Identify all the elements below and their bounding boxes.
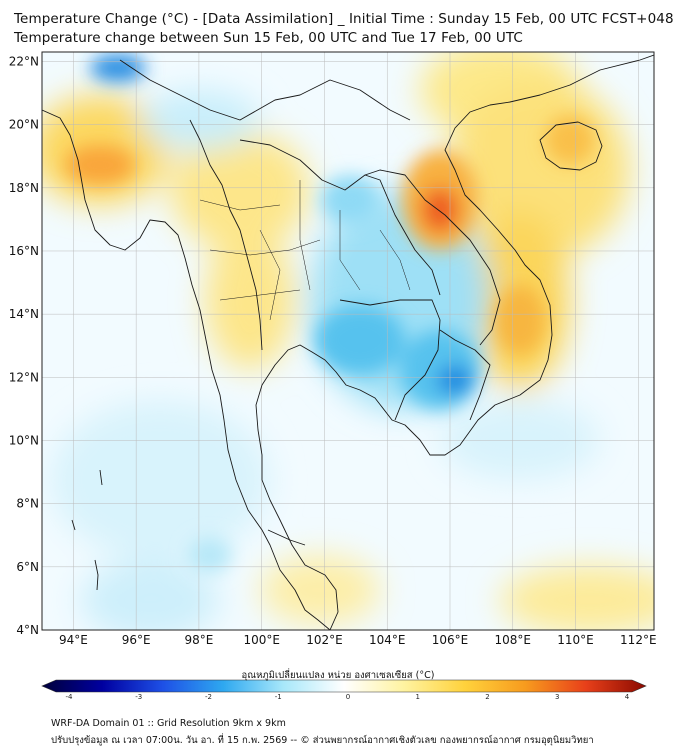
- colorbar-tick-label: -2: [205, 693, 212, 700]
- lon-label: 104°E: [369, 633, 406, 647]
- border-laos-vietnam: [364, 169, 501, 346]
- colorbar-tick-label: 1: [416, 693, 420, 700]
- border-thai-malaysia: [267, 529, 306, 546]
- coastlines-and-borders: [42, 54, 654, 630]
- temperature-field: [42, 52, 654, 630]
- lon-label: 110°E: [557, 633, 594, 647]
- footer-domain-info: WRF-DA Domain 01 :: Grid Resolution 9km …: [51, 718, 286, 729]
- lon-label: 94°E: [59, 633, 88, 647]
- lat-label: 6°N: [16, 560, 39, 574]
- colorbar-title: อุณหภูมิเปลี่ยนแปลง หน่วย องศาเซลเซียส (…: [241, 670, 435, 681]
- lat-label: 4°N: [16, 623, 39, 637]
- lat-label: 20°N: [9, 118, 39, 132]
- hainan-island: [539, 121, 603, 171]
- lat-label: 22°N: [9, 54, 39, 68]
- thai-provinces: [199, 180, 411, 321]
- colorbar: -4 -3 -2 -1 0 1 2 3 4: [41, 679, 647, 700]
- temperature-change-map: 22°N 20°N 18°N 16°N 14°N 12°N 10°N 8°N 6°N 4°N 94…: [9, 51, 657, 700]
- map-subtitle: Temperature change between Sun 15 Feb, 0…: [14, 30, 523, 46]
- andaman-islands: [71, 469, 103, 591]
- border-cambodia-vietnam: [439, 329, 491, 421]
- latitude-labels: 22°N 20°N 18°N 16°N 14°N 12°N 10°N 8°N 6°N 4°N: [9, 54, 39, 637]
- lon-label: 102°E: [306, 633, 343, 647]
- gulf-thailand-coast: [255, 54, 654, 630]
- lon-label: 98°E: [184, 633, 213, 647]
- border-myanmar-china: [119, 59, 411, 121]
- map-title: Temperature Change (°C) - [Data Assimila…: [14, 11, 674, 27]
- colorbar-tick-label: -1: [275, 693, 282, 700]
- lon-label: 96°E: [122, 633, 151, 647]
- lon-label: 100°E: [243, 633, 280, 647]
- map-frame: [41, 51, 655, 631]
- lat-label: 8°N: [16, 497, 39, 511]
- colorbar-tick-label: 0: [346, 693, 350, 700]
- lon-label: 106°E: [432, 633, 469, 647]
- west-coast-myanmar: [42, 109, 331, 630]
- colorbar-tick-label: -3: [135, 693, 142, 700]
- lat-label: 16°N: [9, 244, 39, 258]
- border-thai-myanmar: [189, 119, 263, 351]
- lon-label: 112°E: [620, 633, 657, 647]
- colorbar-ticks: -4 -3 -2 -1 0 1 2 3 4: [66, 693, 630, 700]
- lat-label: 12°N: [9, 370, 39, 384]
- colorbar-tick-label: 3: [555, 693, 559, 700]
- lat-label: 18°N: [9, 181, 39, 195]
- colorbar-tick-label: 4: [625, 693, 630, 700]
- lon-label: 108°E: [495, 633, 532, 647]
- colorbar-tick-label: -4: [66, 693, 74, 700]
- longitude-labels: 94°E 96°E 98°E 100°E 102°E 104°E 106°E 108°E 110…: [59, 633, 657, 647]
- footer-credit: ปรับปรุงข้อมูล ณ เวลา 07:00น. วัน อา. ที…: [51, 735, 594, 746]
- lat-label: 10°N: [9, 433, 39, 447]
- border-thai-cambodia: [339, 299, 441, 421]
- lat-label: 14°N: [9, 307, 39, 321]
- colorbar-tick-label: 2: [485, 693, 489, 700]
- colorbar-scale: [41, 679, 647, 693]
